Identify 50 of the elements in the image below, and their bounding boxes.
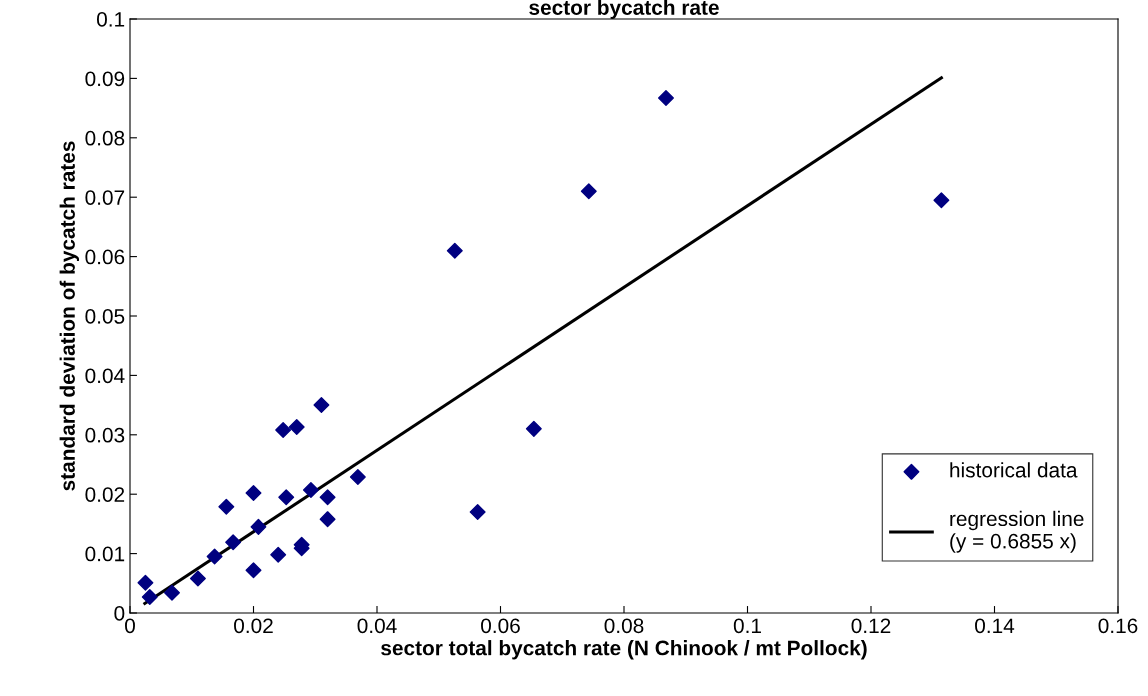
- point: [469, 504, 486, 520]
- point: [658, 90, 674, 106]
- point: [270, 546, 287, 563]
- point: [349, 468, 366, 485]
- y-tick-label: 0: [114, 606, 125, 621]
- point: [302, 482, 319, 499]
- y-tick-label: 0.03: [85, 427, 125, 443]
- x-tick-label: 0.16: [1098, 618, 1138, 634]
- point: [313, 397, 330, 414]
- point: [141, 588, 158, 605]
- y-tick-label: 0.08: [85, 130, 125, 146]
- x-tick-label: 0.14: [975, 618, 1015, 634]
- x-tick-label: 0.1: [733, 618, 761, 634]
- point: [225, 534, 242, 551]
- y-tick-label: 0.07: [85, 190, 125, 205]
- x-tick-label: 0.12: [851, 618, 891, 634]
- point: [446, 242, 463, 259]
- y-tick-label: 0.04: [85, 368, 125, 384]
- point: [319, 511, 336, 528]
- point: [278, 489, 295, 506]
- point: [288, 419, 305, 436]
- y-tick-label: 0.05: [85, 309, 125, 324]
- point: [164, 584, 180, 601]
- point: [206, 548, 223, 565]
- point: [250, 518, 267, 535]
- x-tick-label: 0: [125, 618, 135, 634]
- legend-label: historical data: [950, 462, 1078, 478]
- point: [319, 489, 336, 506]
- point: [245, 562, 262, 579]
- point: [137, 574, 154, 591]
- point: [245, 485, 262, 501]
- point: [275, 422, 292, 439]
- legend-label: regression line (y = 0.6855 x): [950, 510, 1084, 553]
- y-tick-label: 0.09: [85, 71, 125, 87]
- point: [580, 183, 597, 200]
- chart-title: sector bycatch rate: [529, 0, 719, 19]
- x-tick-label: 0.02: [234, 618, 273, 634]
- y-tick-label: 0.01: [85, 546, 125, 562]
- point: [189, 570, 206, 587]
- point: [933, 192, 950, 209]
- point: [525, 420, 542, 437]
- y-tick-label: 0.1: [96, 12, 125, 27]
- y-tick-label: 0.06: [85, 249, 125, 265]
- x-tick-label: 0.08: [604, 618, 644, 634]
- y-axis-title: standard deviation of bycatch rates: [59, 141, 80, 491]
- x-tick-label: 0.04: [357, 618, 397, 634]
- x-tick-label: 0.06: [481, 618, 520, 634]
- point: [218, 498, 235, 515]
- y-tick-label: 0.02: [85, 487, 125, 502]
- x-axis-title: sector total bycatch rate (N Chinook / mt Pollock): [381, 640, 867, 660]
